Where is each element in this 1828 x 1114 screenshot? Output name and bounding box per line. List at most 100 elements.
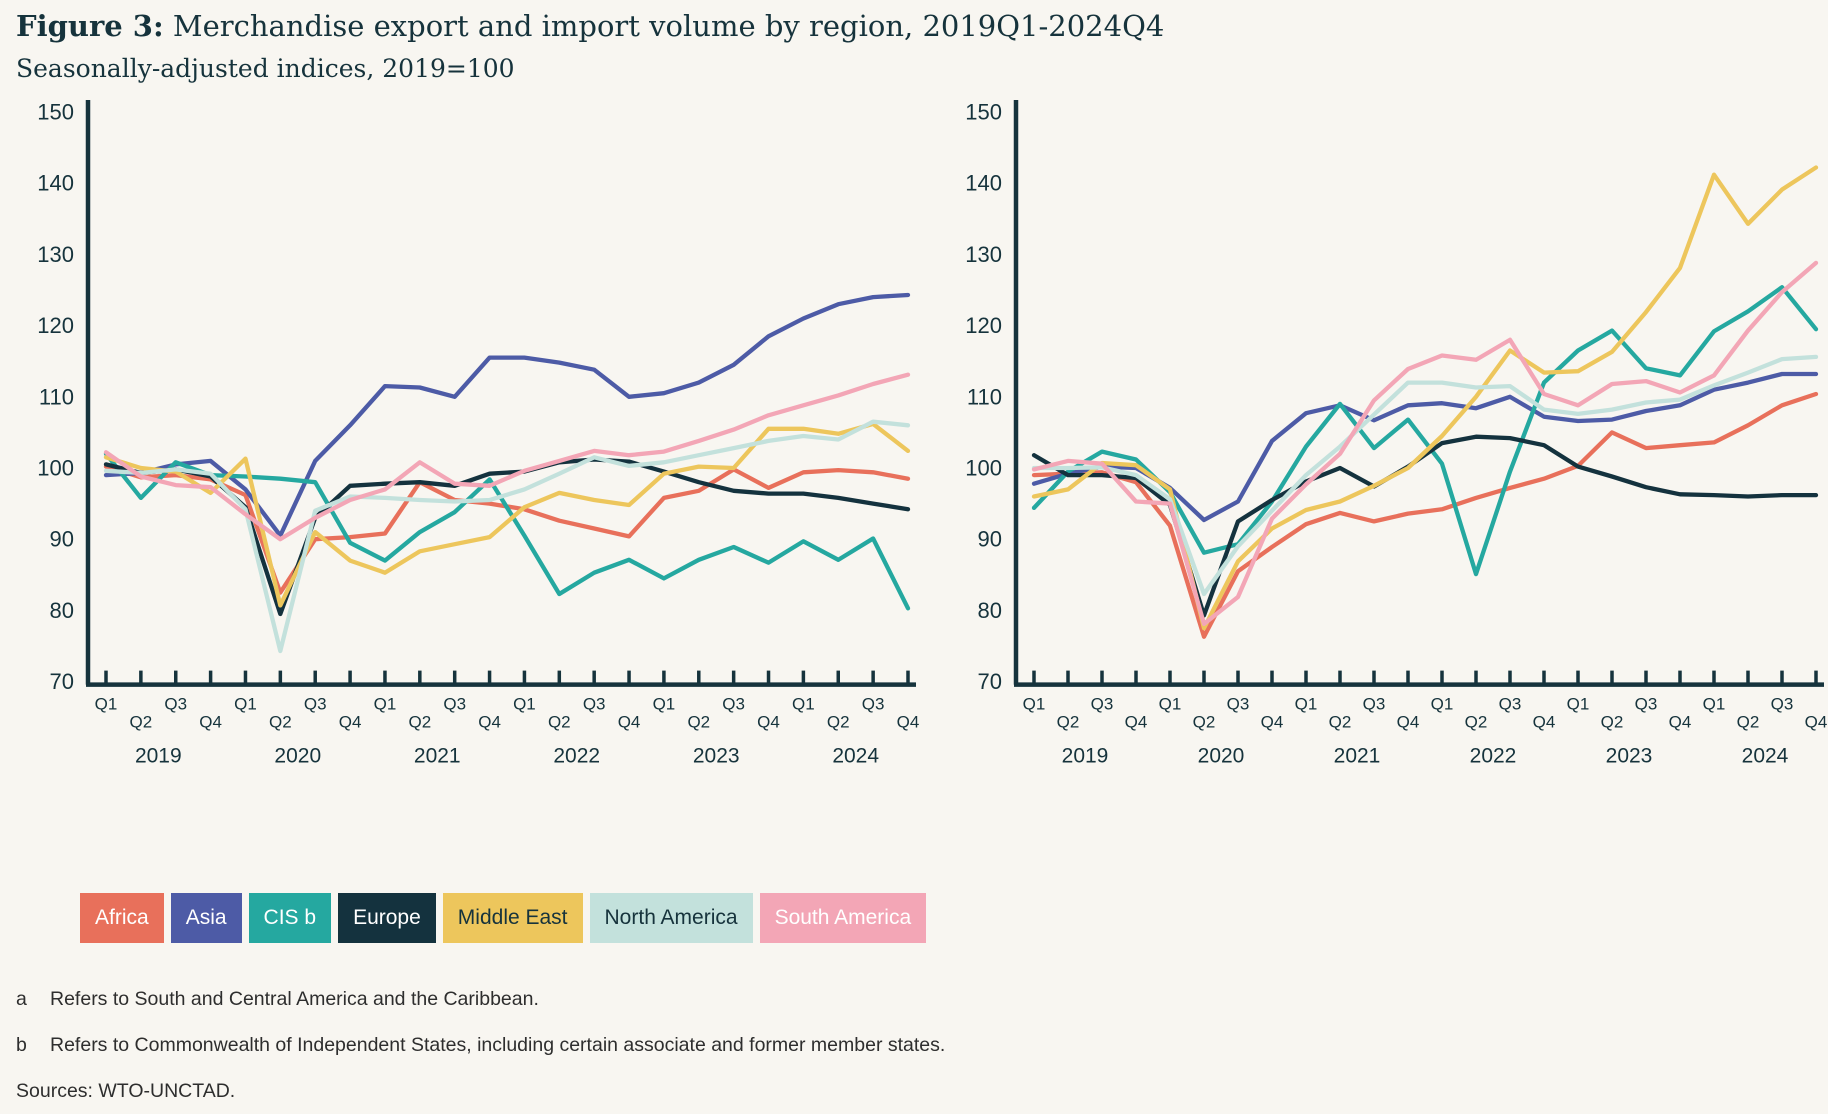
- y-tick-label-120: 120: [37, 313, 74, 338]
- series-line-asia: [1031, 371, 1819, 523]
- quarter-label: Q2: [1329, 713, 1352, 732]
- legend: Africa Asia CIS b Europe Middle East North Am…: [80, 893, 927, 943]
- quarter-label: Q3: [583, 695, 606, 714]
- quarter-label: Q3: [443, 695, 466, 714]
- y-tick-label-70: 70: [50, 669, 74, 694]
- series-line-north-america: [1031, 354, 1819, 597]
- series-line-cis-b: [103, 451, 911, 611]
- series-line-africa: [103, 464, 911, 595]
- quarter-label: Q3: [1363, 695, 1386, 714]
- y-tick-label-140: 140: [37, 171, 74, 196]
- quarter-label: Q3: [722, 695, 745, 714]
- year-label-2019: 2019: [135, 745, 182, 768]
- quarter-label: Q1: [1567, 695, 1590, 714]
- legend-item-africa: Africa: [80, 893, 164, 943]
- year-label-2022: 2022: [1470, 745, 1517, 768]
- series-line-europe: [1031, 434, 1819, 618]
- y-tick-label-80: 80: [978, 598, 1002, 623]
- import-volume-chart: 150 140 130 120 110 100 90 80 70 Q1 Q2 Q3 Q4 Q1 Q2 Q3 Q4…: [965, 100, 1828, 768]
- legend-item-asia: Asia: [170, 893, 242, 943]
- quarter-label: Q4: [618, 713, 641, 732]
- legend-item-europe: Europe: [338, 893, 436, 943]
- footnote-b-text: Refers to Commonwealth of Independent St…: [50, 1034, 946, 1056]
- quarter-label: Q1: [513, 695, 536, 714]
- quarter-label: Q1: [1431, 695, 1454, 714]
- y-tick-label-90: 90: [50, 527, 74, 552]
- y-tick-label-110: 110: [39, 384, 74, 409]
- legend-item-cis-b: CIS b: [248, 893, 332, 943]
- quarter-label: Q2: [408, 713, 431, 732]
- y-tick-label-80: 80: [50, 598, 74, 623]
- figure-subtitle: Seasonally-adjusted indices, 2019=100: [16, 54, 515, 83]
- footnote-a-text: Refers to South and Central America and …: [50, 988, 539, 1010]
- y-tick-label-130: 130: [965, 242, 1002, 267]
- page-title: Figure 3: Merchandise export and import …: [16, 6, 1164, 46]
- quarter-label: Q1: [374, 695, 397, 714]
- quarter-label: Q4: [1669, 713, 1692, 732]
- series-line-north-america: [103, 419, 911, 654]
- quarter-label: Q4: [757, 713, 780, 732]
- quarter-label: Q1: [653, 695, 676, 714]
- quarter-label: Q2: [1465, 713, 1488, 732]
- quarter-label: Q4: [1125, 713, 1148, 732]
- quarter-label: Q4: [339, 713, 362, 732]
- quarter-label: Q1: [1295, 695, 1318, 714]
- y-tick-label-100: 100: [37, 456, 74, 481]
- y-tick-label-110: 110: [967, 384, 1002, 409]
- quarter-label: Q2: [1057, 713, 1080, 732]
- quarter-label: Q3: [164, 695, 187, 714]
- footnote-a-marker: a: [16, 988, 27, 1010]
- y-tick-label-130: 130: [37, 242, 74, 267]
- figure-title-text: Merchandise export and import volume by …: [163, 9, 1165, 43]
- quarter-label: Q4: [199, 713, 222, 732]
- series-line-south-america: [1031, 260, 1819, 627]
- year-label-2021: 2021: [1334, 745, 1381, 768]
- quarter-label: Q1: [1023, 695, 1046, 714]
- y-tick-label-150: 150: [37, 100, 74, 125]
- quarter-label: Q2: [687, 713, 710, 732]
- series-line-africa: [1031, 391, 1819, 639]
- y-tick-label-150: 150: [965, 100, 1002, 125]
- sources-line: Sources: WTO-UNCTAD.: [16, 1080, 236, 1102]
- quarter-label: Q2: [548, 713, 571, 732]
- quarter-label: Q1: [234, 695, 257, 714]
- year-label-2023: 2023: [1606, 745, 1653, 768]
- figure-label: Figure 3:: [16, 9, 164, 43]
- year-label-2020: 2020: [274, 745, 321, 768]
- year-label-2023: 2023: [693, 745, 740, 768]
- year-label-2021: 2021: [414, 745, 461, 768]
- quarter-label: Q4: [1805, 713, 1828, 732]
- footnote-b-marker: b: [16, 1034, 27, 1056]
- year-label-2020: 2020: [1198, 745, 1245, 768]
- y-tick-label-140: 140: [965, 171, 1002, 196]
- quarter-label: Q2: [827, 713, 850, 732]
- quarter-label: Q3: [1499, 695, 1522, 714]
- quarter-label: Q3: [1227, 695, 1250, 714]
- series-line-middle-east: [1031, 165, 1819, 631]
- series-line-asia: [103, 292, 911, 538]
- export-volume-chart: 150 140 130 120 110 100 90 80 70 Q1 Q2 Q3 Q4 Q1 Q2 Q3 Q4…: [37, 100, 920, 768]
- series-line-south-america: [103, 372, 911, 542]
- quarter-label: Q4: [897, 713, 920, 732]
- year-label-2019: 2019: [1062, 745, 1109, 768]
- quarter-label: Q2: [1193, 713, 1216, 732]
- quarter-label: Q3: [862, 695, 885, 714]
- legend-item-north-america: North America: [589, 893, 753, 943]
- quarter-label: Q2: [269, 713, 292, 732]
- year-label-2022: 2022: [553, 745, 600, 768]
- quarter-label: Q2: [130, 713, 153, 732]
- quarter-label: Q2: [1601, 713, 1624, 732]
- legend-item-middle-east: Middle East: [442, 893, 583, 943]
- y-tick-label-90: 90: [978, 527, 1002, 552]
- series-line-cis-b: [1031, 285, 1819, 577]
- y-tick-label-120: 120: [965, 313, 1002, 338]
- quarter-label: Q1: [95, 695, 118, 714]
- quarter-label: Q1: [1703, 695, 1726, 714]
- quarter-label: Q3: [1635, 695, 1658, 714]
- legend-item-south-america: South America: [759, 893, 927, 943]
- quarter-label: Q1: [792, 695, 815, 714]
- quarter-label: Q1: [1159, 695, 1182, 714]
- quarter-label: Q3: [1771, 695, 1794, 714]
- series-line-middle-east: [103, 421, 911, 608]
- footnote-a: a Refers to South and Central America and…: [16, 988, 539, 1011]
